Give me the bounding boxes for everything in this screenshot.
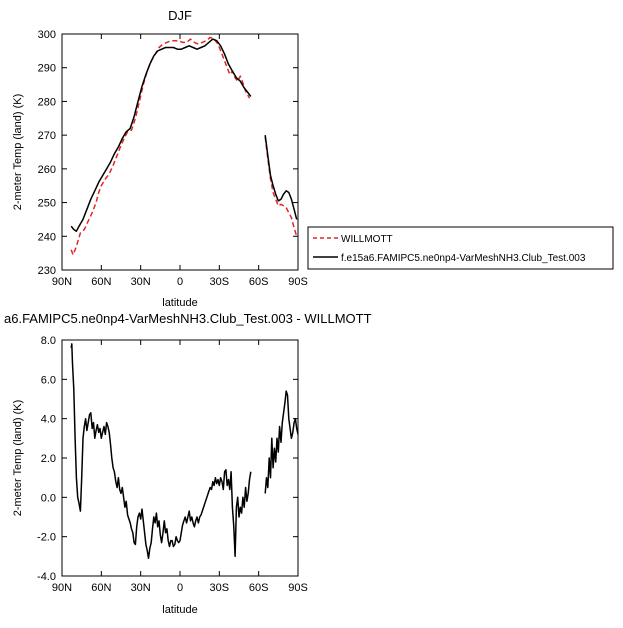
legend: WILLMOTT f.e15a6.FAMIPC5.ne0np4-VarMeshN… bbox=[307, 226, 614, 270]
top-x-tick-label: 30N bbox=[131, 276, 151, 288]
top-panel: DJF 230 240 250 260 270 280 290 300 90N 60N 30N 0 3… bbox=[12, 8, 308, 309]
bottom-series-lines bbox=[70, 343, 299, 560]
top-x-tick-label: 30S bbox=[210, 276, 230, 288]
bottom-y-ticks: -4.0 -2.0 0.0 2.0 4.0 6.0 8.0 bbox=[37, 335, 298, 583]
bottom-y-tick-label: 8.0 bbox=[41, 335, 56, 347]
bottom-y-tick-label: -2.0 bbox=[37, 532, 56, 544]
bottom-y-tick-label: -4.0 bbox=[37, 571, 56, 583]
legend-label-model: f.e15a6.FAMIPC5.ne0np4-VarMeshNH3.Club_T… bbox=[341, 253, 586, 264]
bottom-x-tick-label: 60S bbox=[249, 582, 269, 594]
bottom-y-axis-title: 2-meter Temp (land) (K) bbox=[12, 400, 24, 517]
top-x-axis-title: latitude bbox=[162, 297, 197, 309]
top-series-line-0 bbox=[70, 36, 251, 256]
top-y-tick-label: 270 bbox=[38, 130, 56, 142]
top-series-line-1 bbox=[70, 38, 252, 232]
top-series-line-1 bbox=[264, 135, 298, 220]
top-panel-title: DJF bbox=[168, 8, 192, 23]
top-y-tick-label: 230 bbox=[38, 265, 56, 277]
bottom-x-tick-label: 30N bbox=[131, 582, 151, 594]
top-y-tick-label: 290 bbox=[38, 63, 56, 75]
legend-box bbox=[307, 226, 614, 270]
bottom-x-ticks: 90N 60N 30N 0 30S 60S 90S bbox=[52, 340, 308, 594]
bottom-x-tick-label: 90N bbox=[52, 582, 72, 594]
bottom-panel: a6.FAMIPC5.ne0np4-VarMeshNH3.Club_Test.0… bbox=[4, 311, 372, 616]
bottom-x-tick-label: 60N bbox=[91, 582, 111, 594]
top-series-line-0 bbox=[264, 136, 298, 237]
bottom-y-tick-label: 6.0 bbox=[41, 374, 56, 386]
bottom-x-tick-label: 0 bbox=[177, 582, 183, 594]
top-y-axis-title: 2-meter Temp (land) (K) bbox=[12, 94, 24, 211]
top-x-tick-label: 90N bbox=[52, 276, 72, 288]
top-x-tick-label: 60S bbox=[249, 276, 269, 288]
bottom-y-tick-label: 4.0 bbox=[41, 414, 56, 426]
top-y-ticks: 230 240 250 260 270 280 290 300 bbox=[38, 29, 298, 277]
top-plot-frame bbox=[61, 33, 299, 271]
top-y-tick-label: 280 bbox=[38, 96, 56, 108]
top-series-lines bbox=[70, 36, 298, 256]
bottom-panel-title: a6.FAMIPC5.ne0np4-VarMeshNH3.Club_Test.0… bbox=[4, 311, 372, 326]
top-y-tick-label: 260 bbox=[38, 164, 56, 176]
bottom-y-tick-label: 2.0 bbox=[41, 453, 56, 465]
top-y-tick-label: 240 bbox=[38, 231, 56, 243]
top-x-tick-label: 60N bbox=[91, 276, 111, 288]
bottom-y-tick-label: 0.0 bbox=[41, 492, 56, 504]
bottom-series-line-0 bbox=[264, 390, 299, 494]
top-x-tick-label: 90S bbox=[288, 276, 308, 288]
bottom-x-tick-label: 90S bbox=[288, 582, 308, 594]
bottom-x-axis-title: latitude bbox=[162, 604, 197, 616]
top-x-tick-label: 0 bbox=[177, 276, 183, 288]
bottom-x-tick-label: 30S bbox=[210, 582, 230, 594]
top-y-tick-label: 250 bbox=[38, 198, 56, 210]
bottom-series-line-0 bbox=[70, 343, 252, 560]
top-y-tick-label: 300 bbox=[38, 29, 56, 41]
legend-label-willmott: WILLMOTT bbox=[341, 234, 393, 245]
top-x-ticks: 90N 60N 30N 0 30S 60S 90S bbox=[52, 34, 308, 288]
